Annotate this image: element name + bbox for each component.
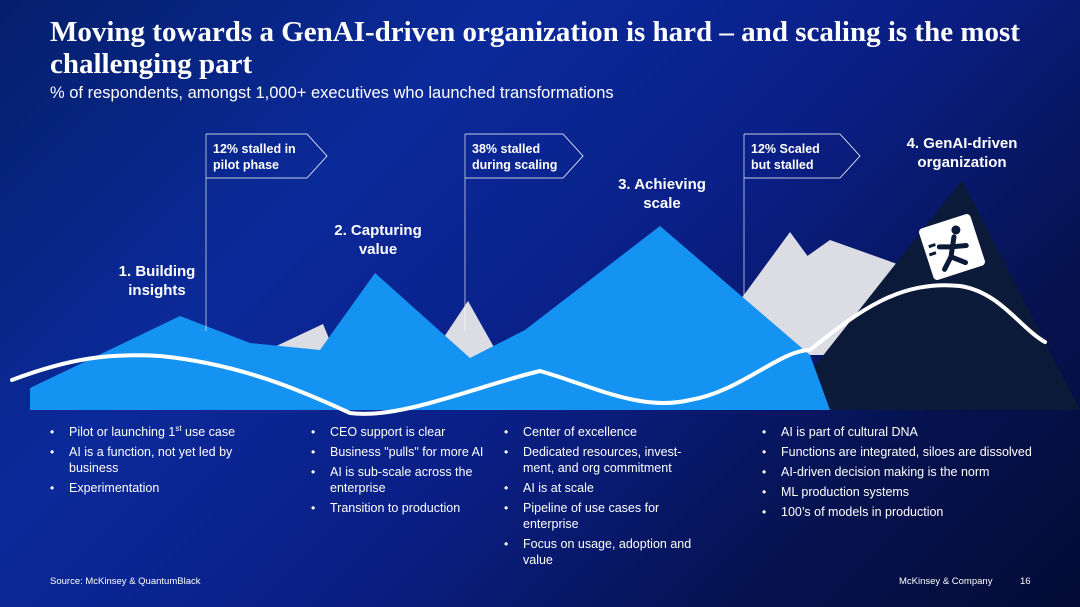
page-number: 16 [1020,576,1031,587]
list-item: Transition to production [311,500,486,516]
stage-1-bullets: Pilot or launching 1st use case AI is a … [50,424,265,500]
callout-scaled-stalled: 12% Scaled but stalled [751,142,820,172]
list-item: Dedicated resources, invest-ment, and or… [504,444,704,476]
list-item: Functions are integrated, siloes are dis… [762,444,1032,460]
progress-path-line [10,283,1047,416]
list-item: ML production systems [762,484,1032,500]
brand-name: McKinsey & Company [899,576,993,587]
callout-arrow-2 [465,133,584,179]
callout-stalled-scaling: 38% stalled during scaling [472,142,558,172]
list-item: AI is at scale [504,480,704,496]
list-item: AI is sub-scale across the enterprise [311,464,486,496]
stage-3-bullets: Center of excellence Dedicated resources… [504,424,704,572]
list-item: Pilot or launching 1st use case [50,424,265,440]
stage-label-capturing-value: 2. Capturing value [334,222,422,258]
list-item: CEO support is clear [311,424,486,440]
list-item: 100’s of models in production [762,504,1032,520]
list-item: Center of excellence [504,424,704,440]
list-item: Business "pulls" for more AI [311,444,486,460]
list-item: AI-driven decision making is the norm [762,464,1032,480]
list-item: Focus on usage, adoption and value [504,536,704,568]
list-item: Pipeline of use cases for enterprise [504,500,704,532]
mountain-dark [780,180,1080,410]
stage-label-genai-driven: 4. GenAI-driven organization [906,135,1018,171]
list-item: Experimentation [50,480,265,496]
callout-arrow-3 [744,133,861,179]
mountain-blue-range [30,226,830,410]
source-note: Source: McKinsey & QuantumBlack [50,576,201,587]
running-climber-icon [919,214,985,280]
stage-label-building-insights: 1. Building insights [118,263,196,299]
stage-4-bullets: AI is part of cultural DNA Functions are… [762,424,1032,524]
stage-label-achieving-scale: 3. Achieving scale [618,176,706,212]
stage-2-bullets: CEO support is clear Business "pulls" fo… [311,424,486,520]
callout-stalled-pilot: 12% stalled in pilot phase [213,142,296,172]
page-subtitle: % of respondents, amongst 1,000+ executi… [50,84,614,102]
list-item: AI is part of cultural DNA [762,424,1032,440]
callout-arrow-1 [206,133,328,179]
page-title: Moving towards a GenAI-driven organizati… [50,16,1020,80]
list-item: AI is a function, not yet led by busines… [50,444,265,476]
